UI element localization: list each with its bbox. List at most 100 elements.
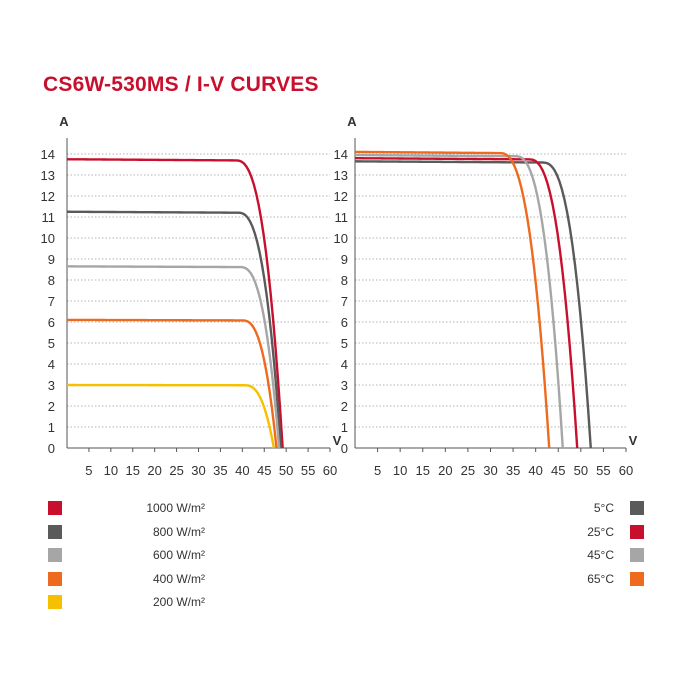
page-title: CS6W-530MS / I-V CURVES — [43, 73, 319, 96]
legend-swatch — [48, 501, 62, 515]
y-tick-label: 11 — [335, 210, 349, 225]
legend-item: 45°C — [524, 547, 644, 563]
x-tick-label: 20 — [438, 463, 452, 478]
legend-label: 5°C — [593, 501, 614, 515]
legend-item: 1000 W/m² — [48, 500, 218, 516]
y-tick-label: 0 — [48, 441, 55, 456]
legend-swatch — [630, 501, 644, 515]
x-tick-label: 55 — [596, 463, 610, 478]
series-line — [67, 383, 276, 449]
legend-label: 600 W/m² — [152, 548, 205, 563]
y-tick-label: 14 — [334, 147, 348, 162]
x-tick-label: 60 — [619, 463, 633, 478]
x-tick-label: 30 — [191, 463, 205, 478]
series-line — [354, 150, 551, 449]
legend-swatch — [48, 548, 62, 563]
legend-label: 400 W/m² — [152, 571, 205, 586]
legend-label: 800 W/m² — [152, 524, 205, 539]
legend-label: 200 W/m² — [152, 595, 205, 610]
x-tick-label: 30 — [483, 463, 497, 478]
y-tick-label: 9 — [341, 252, 348, 267]
series-line — [66, 210, 283, 449]
y-tick-label: 1 — [341, 420, 348, 435]
legend-item: 5°C — [524, 500, 644, 516]
legend-label: 45°C — [587, 548, 614, 563]
x-axis-label: V — [333, 433, 342, 448]
y-tick-label: 5 — [341, 336, 348, 351]
y-tick-label: 14 — [41, 147, 55, 162]
legend-label: 25°C — [587, 524, 614, 539]
legend-item: 800 W/m² — [48, 524, 218, 540]
legend-swatch — [630, 571, 644, 586]
x-tick-label: 15 — [416, 463, 430, 478]
series-line — [354, 153, 564, 449]
y-tick-label: 13 — [41, 168, 55, 183]
x-tick-label: 25 — [461, 463, 475, 478]
y-tick-label: 12 — [41, 189, 55, 204]
y-tick-label: 1 — [48, 420, 55, 435]
x-tick-label: 5 — [85, 463, 92, 478]
y-tick-label: 10 — [334, 231, 348, 246]
y-tick-label: 13 — [334, 168, 348, 183]
legend-item: 65°C — [524, 571, 644, 587]
x-axis-label: V — [629, 433, 638, 448]
y-tick-label: 6 — [341, 315, 348, 330]
y-tick-label: 3 — [48, 378, 55, 393]
x-tick-label: 50 — [574, 463, 588, 478]
series-line — [354, 160, 592, 449]
legend-swatch — [630, 548, 644, 563]
y-tick-label: 7 — [341, 294, 348, 309]
y-tick-label: 2 — [48, 399, 55, 414]
legend-item: 200 W/m² — [48, 594, 218, 610]
y-tick-label: 7 — [48, 294, 55, 309]
y-tick-label: 12 — [334, 189, 348, 204]
x-tick-label: 40 — [235, 463, 249, 478]
y-tick-label: 0 — [341, 441, 348, 456]
y-tick-label: 6 — [48, 315, 55, 330]
y-tick-label: 3 — [341, 378, 348, 393]
x-tick-label: 45 — [551, 463, 565, 478]
series-line — [66, 158, 284, 449]
x-tick-label: 35 — [213, 463, 227, 478]
x-tick-label: 45 — [257, 463, 271, 478]
y-tick-label: 5 — [48, 336, 55, 351]
legend-swatch — [48, 571, 62, 586]
y-axis-label: A — [347, 114, 357, 129]
series-line — [66, 265, 281, 449]
y-tick-label: 4 — [48, 357, 55, 372]
legend-item: 600 W/m² — [48, 547, 218, 563]
legend-item: 25°C — [524, 524, 644, 540]
legend-irradiance: 1000 W/m² 800 W/m² 600 W/m² 400 W/m² 200 W/m… — [48, 500, 218, 620]
series-line — [354, 157, 579, 449]
y-tick-label: 11 — [42, 210, 56, 225]
x-tick-label: 5 — [374, 463, 381, 478]
x-tick-label: 20 — [147, 463, 161, 478]
legend-swatch — [48, 595, 62, 610]
y-tick-label: 9 — [48, 252, 55, 267]
y-tick-label: 2 — [341, 399, 348, 414]
y-tick-label: 4 — [341, 357, 348, 372]
x-tick-label: 10 — [393, 463, 407, 478]
x-tick-label: 50 — [279, 463, 293, 478]
x-tick-label: 40 — [528, 463, 542, 478]
y-axis-label: A — [59, 114, 69, 129]
x-tick-label: 60 — [323, 463, 337, 478]
y-tick-label: 10 — [41, 231, 55, 246]
x-tick-label: 15 — [126, 463, 140, 478]
y-tick-label: 8 — [48, 273, 55, 288]
legend-item: 400 W/m² — [48, 571, 218, 587]
x-tick-label: 10 — [104, 463, 118, 478]
legend-swatch — [48, 524, 62, 539]
legend-label: 65°C — [587, 571, 614, 586]
x-tick-label: 55 — [301, 463, 315, 478]
legend-swatch — [630, 524, 644, 539]
x-tick-label: 35 — [506, 463, 520, 478]
x-tick-label: 25 — [169, 463, 183, 478]
series-line — [66, 318, 278, 449]
y-tick-label: 8 — [341, 273, 348, 288]
legend-temperature: 5°C 25°C 45°C 65°C — [524, 500, 644, 600]
legend-label: 1000 W/m² — [146, 501, 205, 515]
